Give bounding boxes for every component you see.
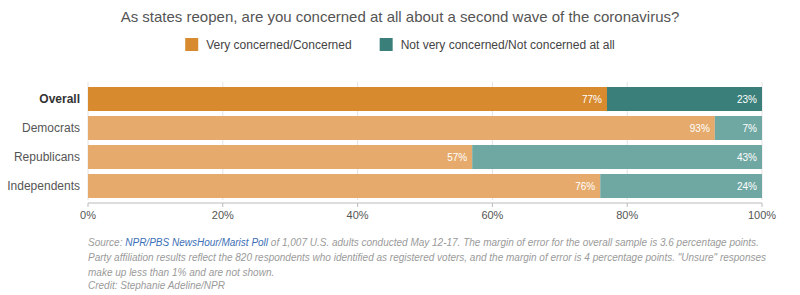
tick-label: 100% <box>748 209 776 221</box>
data-labels: 77% 23% 93% 7% 57% 43% 76% 24% <box>447 94 757 192</box>
chart: As states reopen, are you concerned at a… <box>0 0 800 232</box>
tick-label: 40% <box>347 209 369 221</box>
data-label: 7% <box>743 123 758 134</box>
credit: Credit: Stephanie Adeline/NPR <box>88 278 778 293</box>
bars <box>88 87 762 198</box>
tick-mark <box>222 203 223 207</box>
category-label: Republicans <box>14 150 80 164</box>
tick-label: 20% <box>212 209 234 221</box>
source-link[interactable]: NPR/PBS NewsHour/Marist Poll <box>125 237 268 248</box>
category-label: Independents <box>7 179 80 193</box>
data-label: 23% <box>737 94 757 105</box>
tick-mark <box>357 203 358 207</box>
tick-mark <box>762 203 763 207</box>
data-label: 77% <box>582 94 602 105</box>
data-label: 43% <box>737 152 757 163</box>
data-label: 24% <box>737 181 757 192</box>
tick-mark <box>492 203 493 207</box>
tick-mark <box>627 203 628 207</box>
x-axis <box>88 203 762 204</box>
data-label: 93% <box>690 123 710 134</box>
tick-mark <box>88 203 89 207</box>
tick-label: 0% <box>80 209 96 221</box>
legend-swatch <box>185 38 198 51</box>
bar <box>607 87 762 111</box>
bar <box>88 116 715 140</box>
data-label: 76% <box>575 181 595 192</box>
title: As states reopen, are you concerned at a… <box>121 8 680 25</box>
source-prefix: Source: <box>88 237 125 248</box>
legend-label: Not very concerned/Not concerned at all <box>401 38 615 52</box>
bar <box>88 87 607 111</box>
bar <box>88 145 472 169</box>
bar <box>88 174 600 198</box>
legend: Very concerned/Concerned Not very concern… <box>185 38 615 52</box>
source-note: Source: NPR/PBS NewsHour/Marist Poll of … <box>88 235 778 280</box>
bar <box>715 116 762 140</box>
legend-swatch <box>380 38 393 51</box>
bar <box>472 145 762 169</box>
tick-label: 80% <box>616 209 638 221</box>
data-label: 57% <box>447 152 467 163</box>
category-label: Overall <box>39 92 80 106</box>
category-label: Democrats <box>22 121 80 135</box>
bar <box>600 174 762 198</box>
tick-label: 60% <box>481 209 503 221</box>
legend-label: Very concerned/Concerned <box>206 38 351 52</box>
